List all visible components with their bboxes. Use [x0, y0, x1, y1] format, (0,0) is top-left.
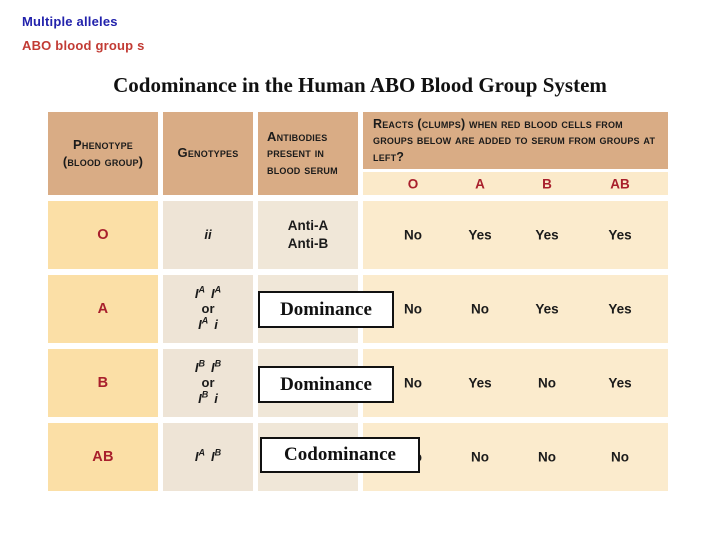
group-header-AB: AB	[610, 176, 630, 191]
antibodies-cell-O: Anti-A Anti-B	[258, 201, 358, 269]
reaction-value: No	[611, 449, 629, 465]
genotype-cell-B: IB IB or IB i	[163, 349, 253, 417]
reaction-value: Yes	[468, 227, 492, 243]
dominance-box-row-b: Dominance	[258, 366, 394, 403]
dominance-box-row-a: Dominance	[258, 291, 394, 328]
group-header-B: B	[542, 176, 552, 191]
reaction-value: Yes	[608, 301, 632, 317]
antibody-anti-b: Anti-B	[287, 236, 329, 251]
group-header-A: A	[475, 176, 485, 191]
phenotype-cell-B: B	[48, 349, 158, 417]
reactions-cell-A: No No Yes Yes	[363, 275, 668, 343]
reaction-value: Yes	[608, 375, 632, 391]
genotype-cell-A: IA IA or IA i	[163, 275, 253, 343]
reaction-value: No	[404, 227, 422, 243]
reaction-value: No	[538, 449, 556, 465]
reaction-value: No	[404, 375, 422, 391]
genotype-cell-AB: IA IB	[163, 423, 253, 491]
reaction-value: Yes	[468, 375, 492, 391]
topic-label: Multiple alleles	[22, 14, 118, 29]
abo-blood-group-table: Phenotype (blood group) Genotypes Antibo…	[48, 112, 668, 497]
phenotype-cell-A: A	[48, 275, 158, 343]
genotype-cell-O: ii	[163, 201, 253, 269]
genotype-line3: IA i	[198, 315, 218, 332]
group-header-O: O	[407, 176, 419, 191]
reactions-cell-B: No Yes No Yes	[363, 349, 668, 417]
phenotype-cell-O: O	[48, 201, 158, 269]
reaction-value: No	[471, 301, 489, 317]
subtopic-label: ABO blood group s	[22, 38, 145, 53]
genotype-line3: IB i	[198, 389, 218, 406]
header-genotypes: Genotypes	[163, 112, 253, 195]
antibody-anti-a: Anti-A	[287, 217, 329, 233]
genotype-or: or	[201, 375, 215, 391]
genotype-line1: IA IB	[194, 447, 222, 465]
genotype-line1: IB IB	[194, 358, 222, 375]
header-reactions: Reacts (clumps) when red blood cells fro…	[363, 112, 668, 195]
phenotype-cell-AB: AB	[48, 423, 158, 491]
reaction-value: No	[471, 449, 489, 465]
genotype-line1: IA IA	[194, 284, 222, 301]
header-antibodies: Antibodies present in blood serum	[258, 112, 358, 195]
reaction-value: Yes	[535, 301, 559, 317]
reaction-value: Yes	[608, 227, 632, 243]
header-phenotype: Phenotype (blood group)	[48, 112, 158, 195]
genotype-ii: ii	[204, 227, 212, 243]
header-phenotype-text: Phenotype (blood group)	[62, 137, 144, 169]
genotype-or: or	[201, 301, 215, 317]
reactions-cell-O: No Yes Yes Yes	[363, 201, 668, 269]
reaction-value: No	[538, 375, 556, 391]
group-header-bar: O A B AB	[363, 172, 668, 195]
reaction-value: Yes	[535, 227, 559, 243]
codominance-box-row-ab: Codominance	[260, 437, 420, 473]
header-reactions-text: Reacts (clumps) when red blood cells fro…	[363, 112, 668, 169]
reaction-value: No	[404, 301, 422, 317]
slide-title: Codominance in the Human ABO Blood Group…	[113, 73, 607, 97]
header-genotypes-text: Genotypes	[177, 145, 239, 161]
header-antibodies-text: Antibodies present in blood serum	[267, 129, 338, 177]
